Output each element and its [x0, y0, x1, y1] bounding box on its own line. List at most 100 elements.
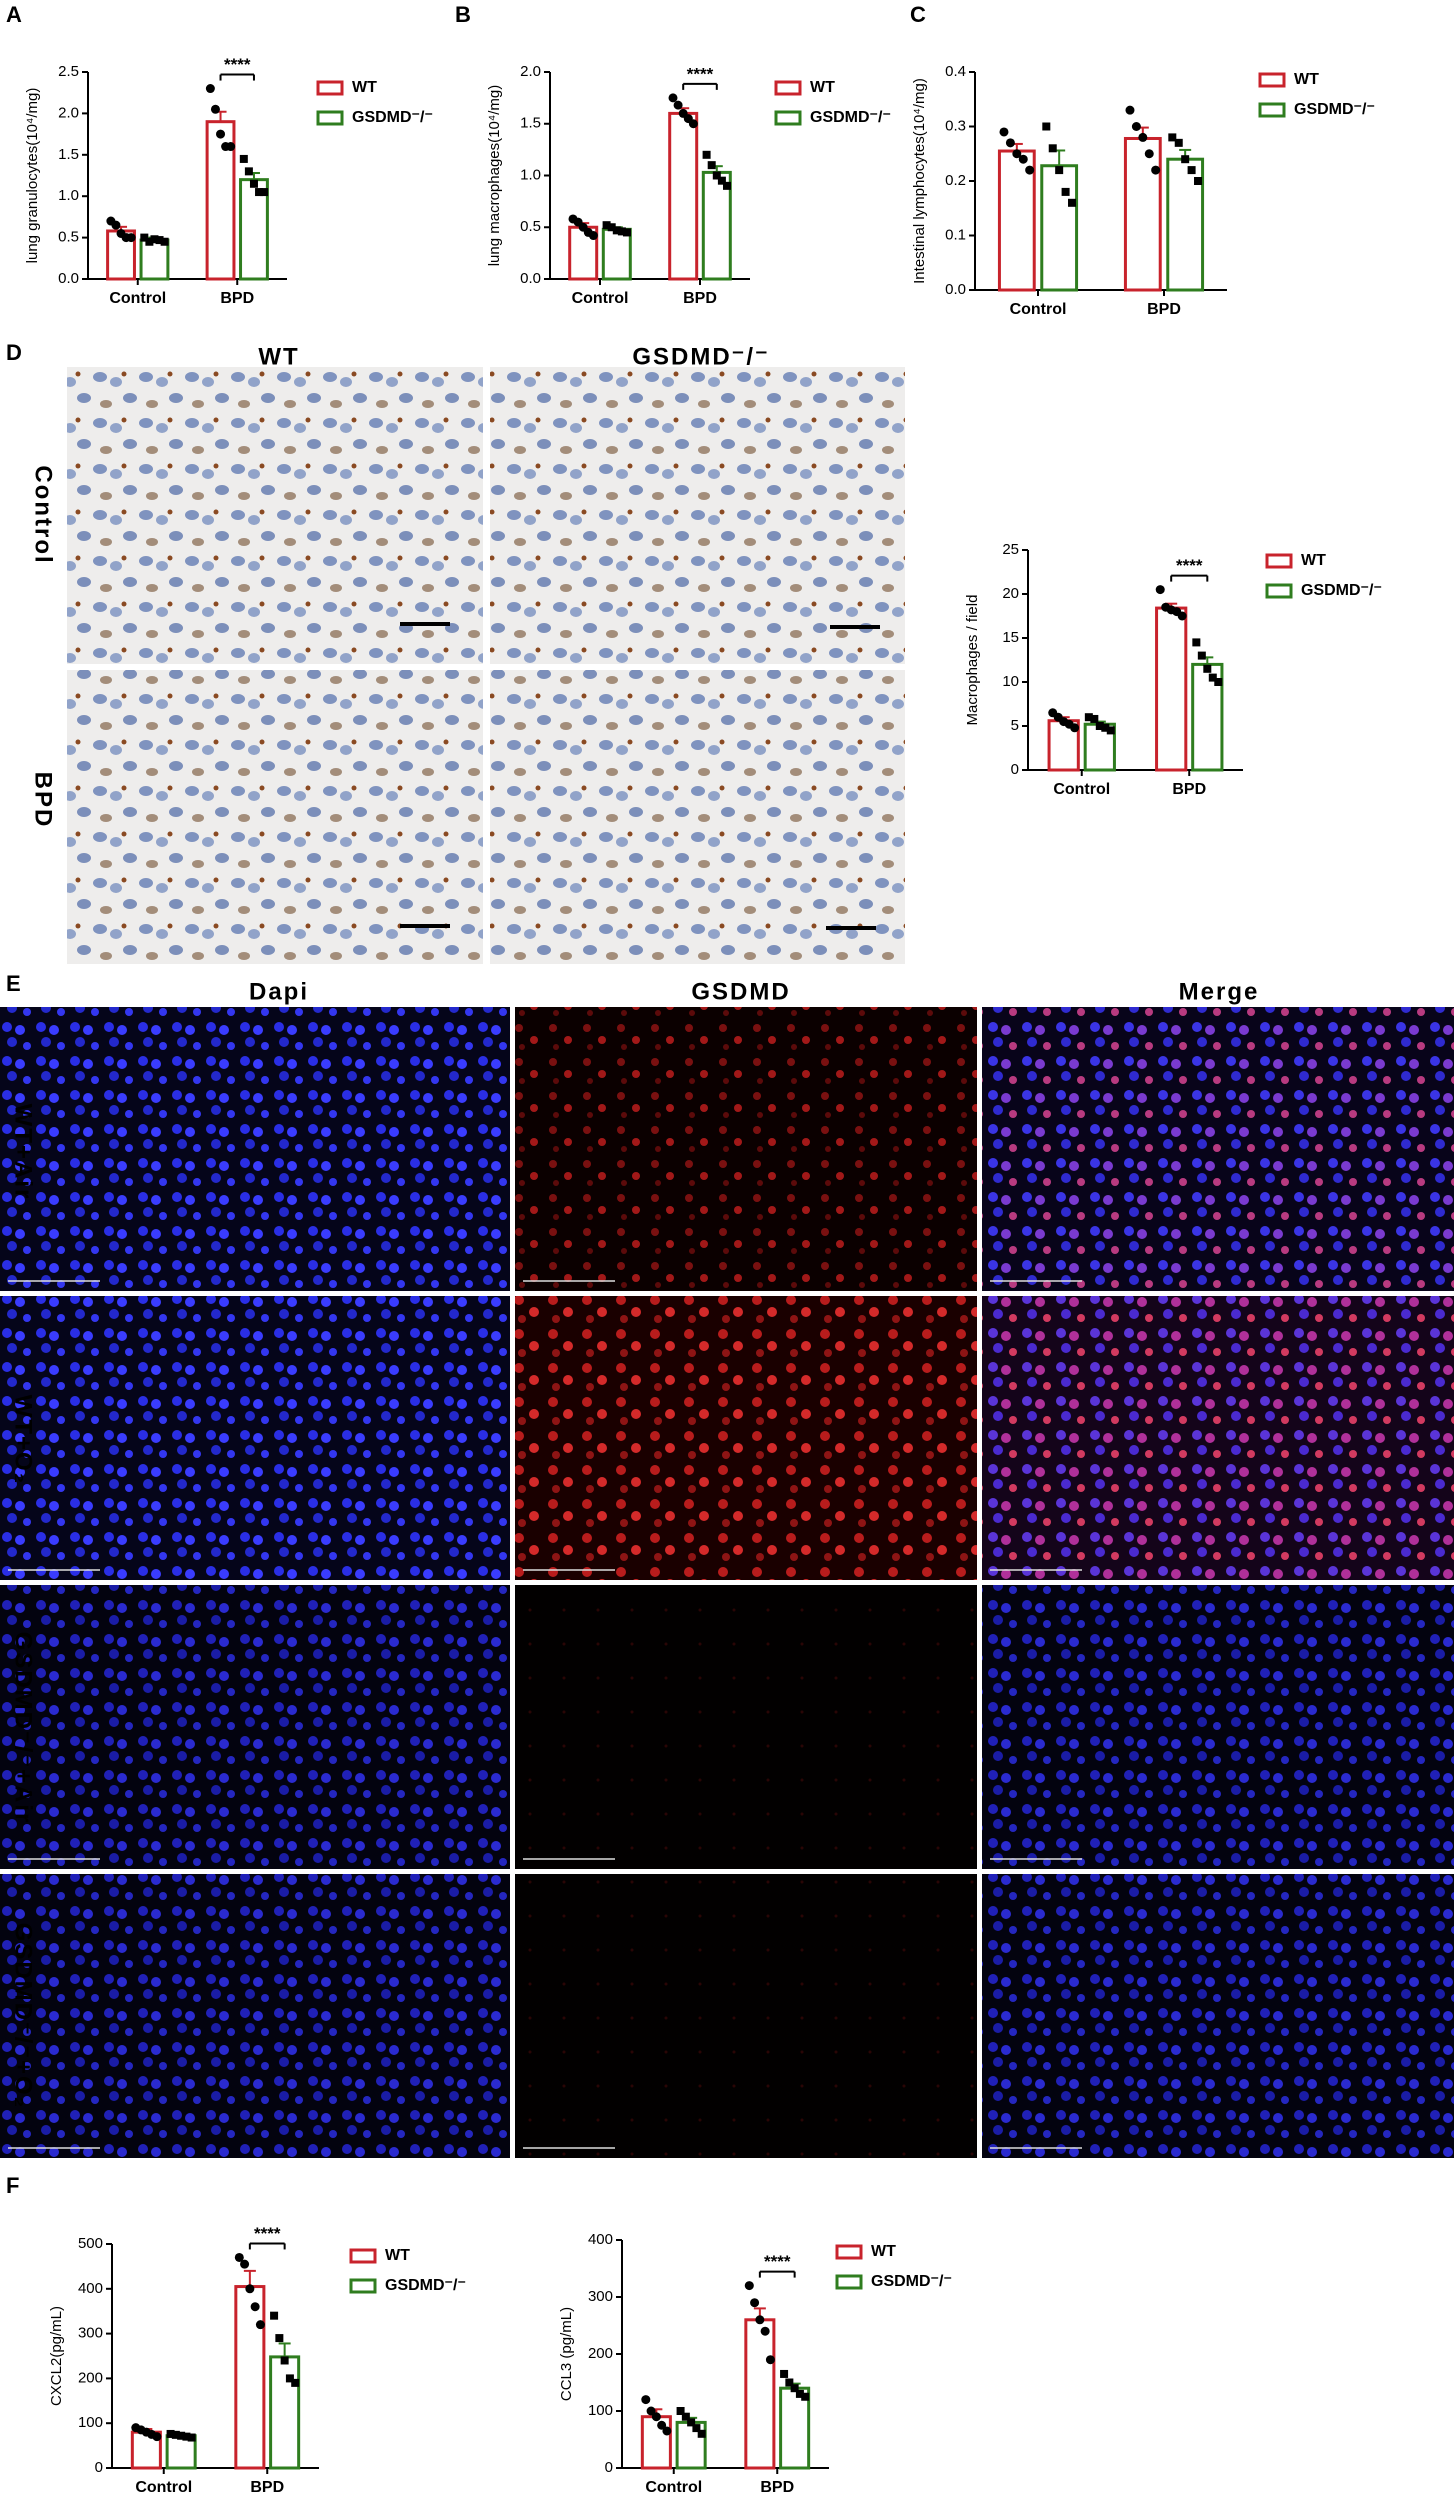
- data-point: [275, 2334, 284, 2343]
- y-tick-label: 0.5: [520, 218, 541, 235]
- y-tick-label: 100: [588, 2402, 613, 2419]
- data-point: [1042, 122, 1051, 131]
- panel-label: C: [910, 2, 926, 27]
- bar: [1040, 164, 1079, 292]
- column-label: GSDMD⁻/⁻: [632, 343, 769, 370]
- histology-grid: [67, 367, 905, 964]
- data-point: [760, 2326, 770, 2336]
- data-point: [260, 188, 269, 197]
- y-tick-label: 0: [1011, 761, 1019, 778]
- fluorescence-image: [515, 1296, 977, 1580]
- x-tick-label: Control: [645, 2479, 702, 2496]
- data-point: [240, 2259, 250, 2269]
- row-label: GSDMD⁻/⁻+O₂: [10, 1923, 37, 2110]
- data-point: [150, 235, 159, 244]
- data-point: [166, 2429, 175, 2438]
- legend-label: GSDMD⁻/⁻: [352, 109, 433, 126]
- data-point: [126, 233, 136, 243]
- data-point: [152, 2432, 162, 2442]
- bar: [269, 2355, 301, 2470]
- bar: [1166, 157, 1205, 292]
- data-point: [177, 2431, 186, 2440]
- row-label: Control: [30, 465, 57, 564]
- data-point: [1208, 673, 1217, 682]
- data-point: [765, 2355, 775, 2365]
- x-tick-label: BPD: [1147, 301, 1181, 318]
- row-label: GSDMD⁻/⁻+Air: [10, 1632, 37, 1825]
- data-point: [1018, 154, 1028, 164]
- row-label: WT+Air: [10, 1104, 37, 1201]
- data-point: [697, 2429, 706, 2438]
- data-point: [712, 171, 721, 180]
- fluorescence-image: [0, 1007, 510, 1291]
- y-axis-label: Intestinal lymphocytes(10⁴/mg): [911, 78, 928, 284]
- data-point: [1155, 585, 1165, 595]
- y-axis-label: lung macrophages(10⁴/mg): [486, 85, 503, 267]
- y-axis-label: Macrophages / field: [964, 595, 981, 726]
- x-tick-label: BPD: [220, 290, 254, 307]
- data-point: [795, 2389, 804, 2398]
- data-point: [244, 167, 253, 176]
- data-point: [1012, 149, 1022, 159]
- data-point: [623, 228, 631, 237]
- data-point: [755, 2315, 765, 2325]
- y-tick-label: 0: [605, 2459, 613, 2476]
- legend-swatch: [1265, 553, 1293, 569]
- row-label: WT+O₂: [10, 1395, 37, 1486]
- data-point: [1061, 187, 1070, 196]
- x-tick-label: BPD: [1172, 781, 1206, 798]
- y-tick-label: 0.5: [58, 229, 79, 246]
- y-tick-label: 400: [78, 2280, 103, 2297]
- legend-swatch: [349, 2248, 377, 2264]
- data-point: [717, 176, 726, 185]
- panel-label: E: [6, 971, 21, 996]
- bar: [744, 2318, 776, 2470]
- legend-label: WT: [871, 2243, 896, 2260]
- data-point: [1125, 105, 1135, 115]
- fluorescence-image: [515, 1007, 977, 1291]
- legend-label: WT: [810, 79, 835, 96]
- y-tick-label: 400: [588, 2231, 613, 2248]
- fluorescence-image: [0, 1296, 510, 1580]
- data-point: [657, 2420, 667, 2430]
- data-point: [1214, 678, 1223, 686]
- data-point: [1192, 638, 1201, 647]
- bar: [139, 238, 170, 281]
- data-point: [1025, 165, 1035, 175]
- fluorescence-image: [0, 1585, 510, 1869]
- data-point: [234, 2252, 244, 2262]
- y-tick-label: 20: [1002, 585, 1019, 602]
- y-tick-label: 5: [1011, 717, 1019, 734]
- data-point: [673, 100, 683, 110]
- histology-image: [67, 670, 483, 964]
- y-axis-label: lung granulocytes(10⁴/mg): [24, 88, 41, 264]
- y-tick-label: 0.2: [945, 172, 966, 189]
- significance-label: ****: [224, 55, 251, 74]
- panel-label: B: [455, 2, 471, 27]
- histology-image: [490, 670, 905, 964]
- data-point: [145, 237, 154, 246]
- data-point: [280, 2356, 289, 2365]
- data-point: [688, 119, 698, 129]
- data-point: [270, 2311, 279, 2320]
- x-tick-label: BPD: [250, 2479, 284, 2496]
- legend-swatch: [835, 2244, 863, 2260]
- legend-swatch: [774, 110, 802, 126]
- legend-swatch: [1265, 583, 1293, 599]
- fluorescence-image: [982, 1296, 1454, 1580]
- legend-swatch: [1258, 72, 1286, 88]
- data-point: [1144, 149, 1154, 159]
- legend-label: WT: [385, 2247, 410, 2264]
- legend-label: WT: [1301, 552, 1326, 569]
- row-label: BPD: [30, 772, 57, 829]
- data-point: [651, 2412, 661, 2422]
- y-tick-label: 0.1: [945, 226, 966, 243]
- y-tick-label: 200: [78, 2369, 103, 2386]
- bar: [1155, 606, 1188, 772]
- data-point: [216, 129, 226, 139]
- data-point: [707, 161, 716, 170]
- data-point: [617, 227, 626, 236]
- data-point: [255, 188, 264, 197]
- data-point: [780, 2369, 789, 2378]
- legend-swatch: [349, 2278, 377, 2294]
